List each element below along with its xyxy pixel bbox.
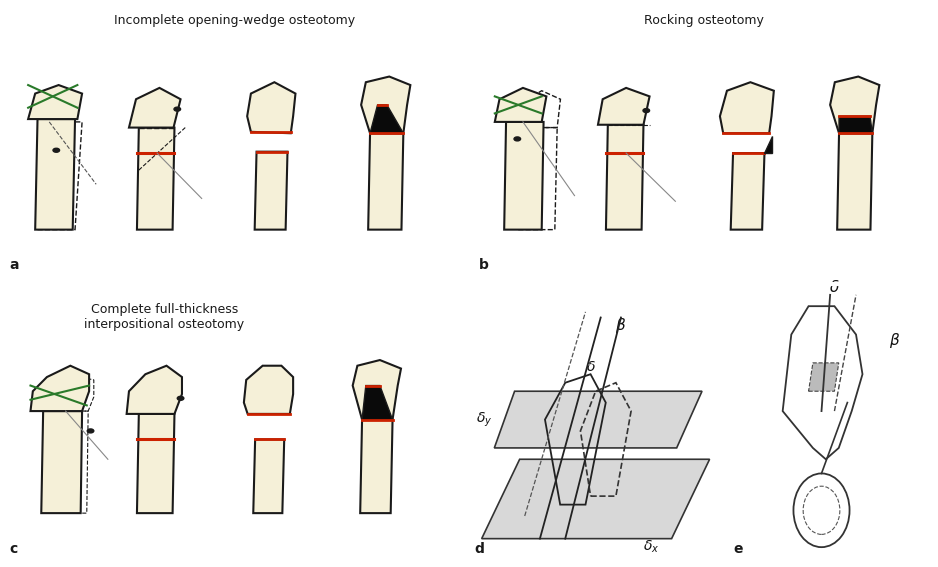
Text: c: c <box>9 541 18 556</box>
Polygon shape <box>598 88 649 125</box>
Polygon shape <box>30 366 89 411</box>
Polygon shape <box>368 133 403 230</box>
Polygon shape <box>360 420 393 513</box>
Circle shape <box>514 137 521 141</box>
Polygon shape <box>839 116 872 133</box>
Polygon shape <box>606 125 643 230</box>
Circle shape <box>87 429 94 433</box>
Polygon shape <box>41 411 82 513</box>
Text: Rocking osteotomy: Rocking osteotomy <box>643 14 764 27</box>
Polygon shape <box>482 459 709 539</box>
Text: $\beta$: $\beta$ <box>889 331 900 350</box>
Polygon shape <box>494 391 702 448</box>
Polygon shape <box>361 77 410 133</box>
Polygon shape <box>353 360 401 420</box>
Polygon shape <box>495 88 546 122</box>
Text: d: d <box>474 541 484 556</box>
Polygon shape <box>505 122 543 230</box>
Polygon shape <box>28 85 82 119</box>
Polygon shape <box>764 136 771 153</box>
Polygon shape <box>809 363 839 391</box>
Circle shape <box>53 148 60 153</box>
Text: $\beta$: $\beta$ <box>615 315 627 335</box>
Polygon shape <box>731 153 764 230</box>
Polygon shape <box>254 152 287 230</box>
Polygon shape <box>837 133 872 230</box>
Polygon shape <box>247 82 295 133</box>
Polygon shape <box>244 366 293 414</box>
Polygon shape <box>830 77 879 133</box>
Text: Incomplete opening-wedge osteotomy: Incomplete opening-wedge osteotomy <box>113 14 356 27</box>
Polygon shape <box>720 82 774 133</box>
Text: $\delta$: $\delta$ <box>585 360 596 374</box>
Text: a: a <box>9 258 19 272</box>
Polygon shape <box>129 88 180 128</box>
Text: e: e <box>734 541 743 556</box>
Polygon shape <box>137 128 174 230</box>
Polygon shape <box>127 366 182 414</box>
Polygon shape <box>36 119 75 230</box>
Polygon shape <box>137 414 174 513</box>
Circle shape <box>177 396 184 400</box>
Circle shape <box>174 107 180 111</box>
Polygon shape <box>362 386 393 420</box>
Text: $\delta_y$: $\delta_y$ <box>476 411 492 429</box>
Text: Complete full-thickness
interpositional osteotomy: Complete full-thickness interpositional … <box>84 303 244 331</box>
Circle shape <box>643 109 649 113</box>
Polygon shape <box>253 439 284 513</box>
Text: $\delta$: $\delta$ <box>829 279 840 295</box>
Polygon shape <box>370 105 403 133</box>
Text: $\delta_x$: $\delta_x$ <box>643 539 659 555</box>
Text: b: b <box>478 258 489 272</box>
